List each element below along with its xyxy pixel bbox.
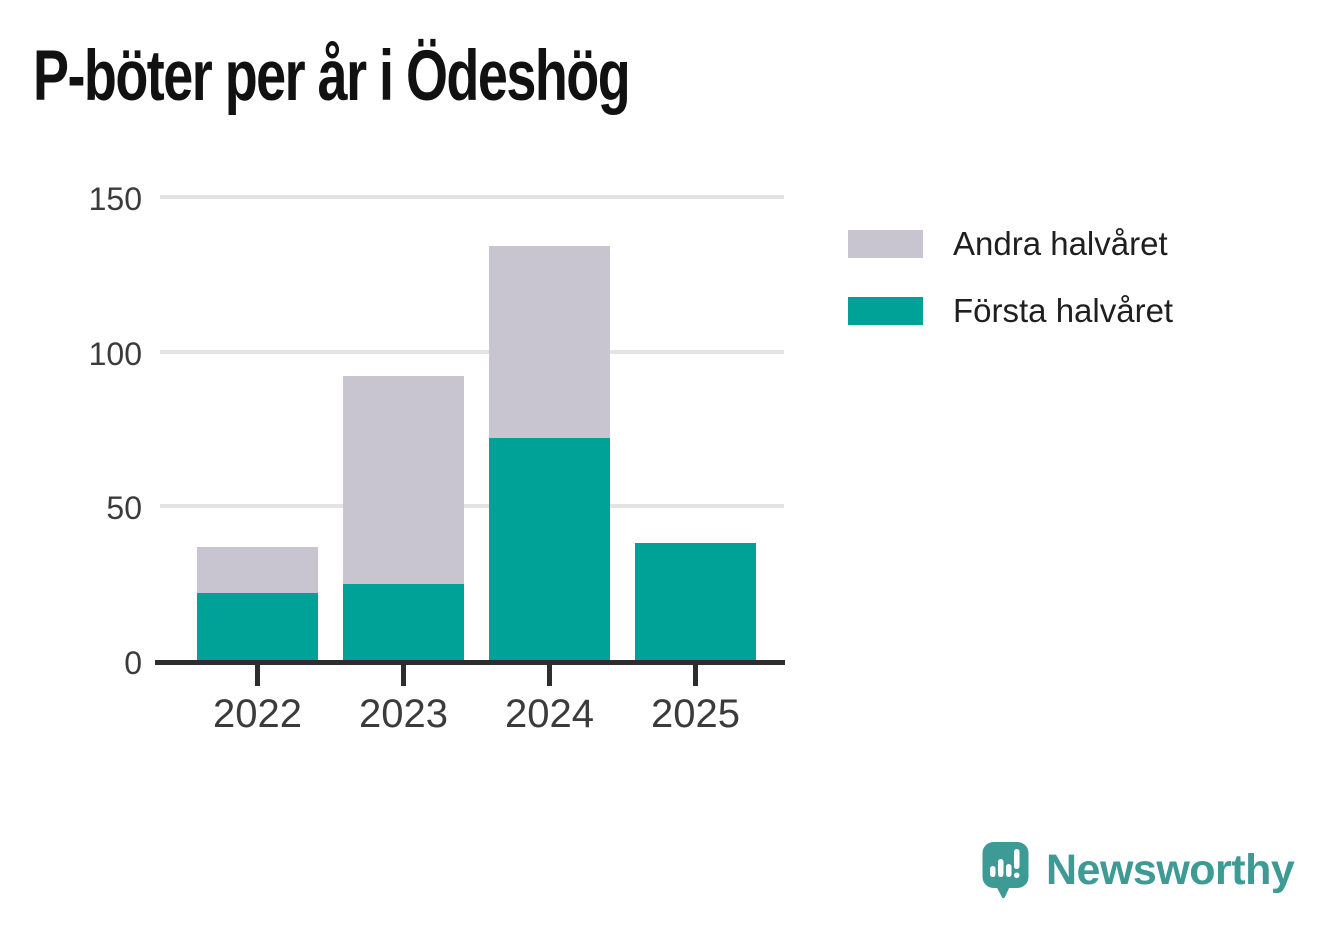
gridline-100: [160, 349, 784, 354]
legend-swatch-andra-halvaret: [848, 230, 923, 258]
legend-swatch-forsta-halvaret: [848, 297, 923, 325]
x-axis-line: [155, 660, 785, 665]
bar-segment-2023-f-rsta-halv-ret: [343, 583, 464, 661]
bar-segment-2024-andra-halv-ret: [489, 246, 610, 439]
bar-segment-2022-f-rsta-halv-ret: [197, 592, 318, 661]
x-axis-tick-2025: [693, 660, 698, 686]
x-axis-tick-label-2023: 2023: [359, 692, 448, 736]
x-axis-tick-label-2025: 2025: [651, 692, 740, 736]
gridline-50: [160, 504, 784, 509]
legend-item-andra-halvaret: Andra halvåret: [848, 225, 1173, 263]
y-axis-tick-label: 100: [88, 335, 142, 372]
gridline-150: [160, 195, 784, 199]
x-axis-tick-2022: [255, 660, 260, 686]
x-axis-tick-2024: [547, 660, 552, 686]
bar-segment-2025-f-rsta-halv-ret: [635, 543, 756, 661]
bar-segment-2022-andra-halv-ret: [197, 546, 318, 593]
legend: Andra halvåret Första halvåret: [848, 225, 1173, 330]
legend-label-forsta-halvaret: Första halvåret: [953, 292, 1174, 329]
bar-segment-2024-f-rsta-halv-ret: [489, 438, 610, 661]
y-axis-tick-label: 150: [88, 181, 142, 217]
newsworthy-wordmark: Newsworthy: [1046, 845, 1295, 894]
legend-label-andra-halvaret: Andra halvåret: [953, 225, 1168, 262]
newsworthy-logo: Newsworthy: [981, 841, 1295, 899]
legend-item-forsta-halvaret: Första halvåret: [848, 292, 1173, 330]
page-title: P-böter per år i Ödeshög: [33, 37, 631, 116]
y-axis-tick-label: 0: [124, 645, 142, 681]
bar-segment-2023-andra-halv-ret: [343, 376, 464, 584]
x-axis-tick-label-2024: 2024: [505, 692, 594, 736]
x-axis-tick-2023: [401, 660, 406, 686]
newsworthy-bubble-chart-icon: [982, 842, 1029, 899]
x-axis-tick-label-2022: 2022: [213, 692, 302, 736]
y-axis-tick-label: 50: [106, 490, 142, 527]
